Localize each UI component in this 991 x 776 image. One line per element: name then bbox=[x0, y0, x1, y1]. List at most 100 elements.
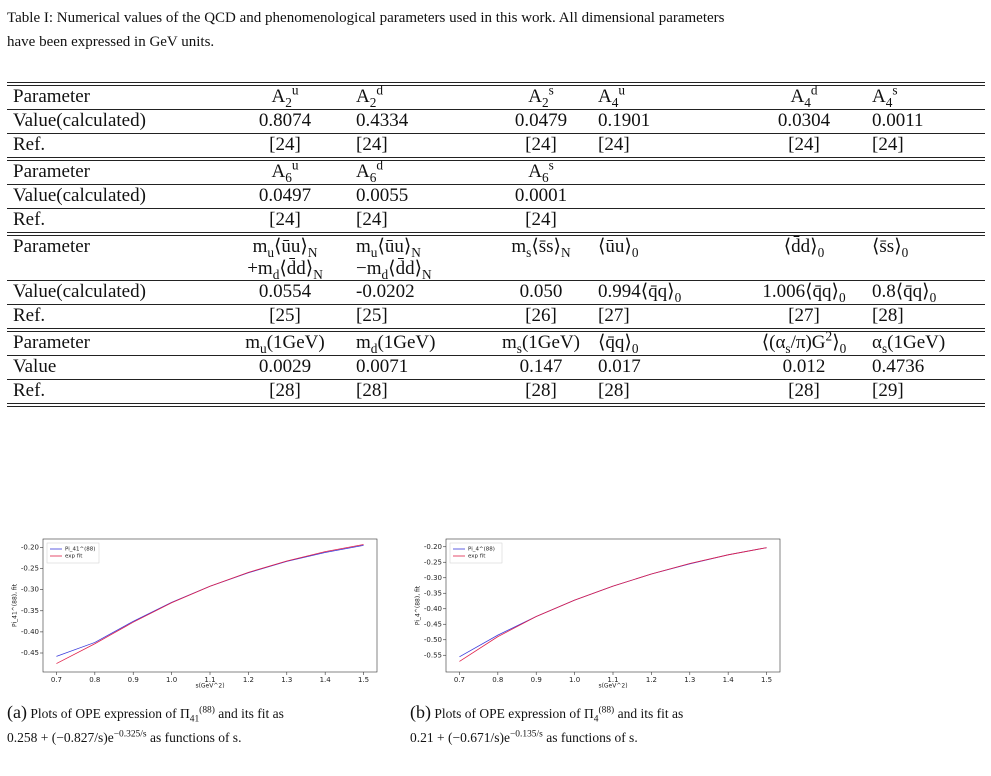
legend-box bbox=[449, 542, 503, 564]
table-cell: ⟨s̄s⟩0 bbox=[866, 232, 985, 281]
legend-box bbox=[46, 542, 100, 564]
table-cell: 0.0479 bbox=[490, 109, 592, 134]
table-cell: A6d bbox=[350, 157, 490, 185]
table-cell: [24] bbox=[220, 208, 350, 234]
table-cell: Parameter bbox=[7, 232, 220, 281]
y-tick-label: -0.40 bbox=[21, 628, 39, 636]
y-tick-label: -0.50 bbox=[424, 636, 442, 644]
table-cell: 0.4334 bbox=[350, 109, 490, 134]
table-cell: [25] bbox=[220, 304, 350, 330]
table-cell: [25] bbox=[350, 304, 490, 330]
y-tick-label: -0.25 bbox=[424, 558, 442, 566]
table-cell: 0.0011 bbox=[866, 109, 985, 134]
y-tick-label: -0.45 bbox=[21, 649, 39, 657]
x-tick-label: 0.9 bbox=[531, 676, 542, 684]
table-cell: Ref. bbox=[7, 379, 220, 407]
series-line bbox=[56, 544, 364, 664]
series-line bbox=[459, 547, 767, 662]
table-cell: Parameter bbox=[7, 82, 220, 110]
table-cell: ⟨d̄d⟩0 bbox=[742, 232, 866, 281]
table-cell: 0.147 bbox=[490, 355, 592, 380]
table-cell: 0.012 bbox=[742, 355, 866, 380]
table-cell: [28] bbox=[742, 379, 866, 407]
table-cell: Value(calculated) bbox=[7, 280, 220, 305]
table-cell: [24] bbox=[866, 133, 985, 159]
table-cell: [24] bbox=[592, 133, 742, 159]
table-cell: 0.8074 bbox=[220, 109, 350, 134]
table-row: Ref. [24] [24] [24] [24] [24] [24] bbox=[7, 133, 985, 159]
plot: -0.20 -0.25 -0.30 -0.35 -0.40 -0.45 -0.50 -0.55… bbox=[415, 538, 781, 690]
table-caption: Table I: Numerical values of the QCD and… bbox=[7, 10, 725, 50]
table-cell: [28] bbox=[490, 379, 592, 407]
table-cell: mu(1GeV) bbox=[220, 328, 350, 356]
legend-label: exp fit bbox=[65, 554, 83, 560]
x-tick-label: 0.8 bbox=[492, 676, 503, 684]
table-cell: [27] bbox=[592, 304, 742, 330]
x-tick-label: 0.9 bbox=[128, 676, 139, 684]
table-row: Parameter A6u A6d A6s bbox=[7, 157, 985, 185]
table-row: Value(calculated) 0.0497 0.0055 0.0001 bbox=[7, 184, 985, 209]
y-tick-label: -0.45 bbox=[424, 620, 442, 628]
table-row: Ref. [25] [25] [26] [27] [27] [28] bbox=[7, 304, 985, 330]
table-cell: 0.0055 bbox=[350, 184, 490, 209]
table-cell: ⟨q̄q⟩0 bbox=[592, 328, 742, 356]
table-row: Value(calculated) 0.0554 -0.0202 0.050 0.994… bbox=[7, 280, 985, 305]
table-cell: mu⟨ūu⟩N +md⟨d̄d⟩N bbox=[220, 232, 350, 281]
x-tick-label: 1.4 bbox=[320, 676, 332, 684]
table-cell bbox=[592, 157, 742, 185]
table-cell: 0.0497 bbox=[220, 184, 350, 209]
parameter-table: Parameter A2u A2d A2s A4u A4d A4s Value(calcula… bbox=[7, 82, 985, 407]
table-cell: A2u bbox=[220, 82, 350, 110]
table-cell: 0.0001 bbox=[490, 184, 592, 209]
table-cell bbox=[742, 157, 866, 185]
table-cell: [29] bbox=[866, 379, 985, 407]
table-cell bbox=[866, 184, 985, 209]
legend-label: Pi_4^(88) bbox=[468, 547, 495, 553]
table-row: Ref. [28] [28] [28] [28] [28] [29] bbox=[7, 379, 985, 407]
x-tick-label: 1.1 bbox=[204, 676, 215, 684]
table-cell: 1.006⟨q̄q⟩0 bbox=[742, 280, 866, 305]
table-cell: 0.0071 bbox=[350, 355, 490, 380]
table-row: Parameter A2u A2d A2s A4u A4d A4s bbox=[7, 82, 985, 110]
table-cell: A4d bbox=[742, 82, 866, 110]
figure-a: -0.20 -0.25 -0.30 -0.35 -0.40 -0.45 0.7 0.8 0.9 1… bbox=[7, 533, 383, 694]
table-cell: [24] bbox=[220, 133, 350, 159]
table-cell: [24] bbox=[742, 133, 866, 159]
table-cell: Parameter bbox=[7, 328, 220, 356]
x-axis-label: s(GeV^2) bbox=[598, 683, 627, 690]
table-cell: 0.4736 bbox=[866, 355, 985, 380]
table-cell bbox=[742, 184, 866, 209]
table-cell: 0.994⟨q̄q⟩0 bbox=[592, 280, 742, 305]
table-cell: Value(calculated) bbox=[7, 109, 220, 134]
x-tick-label: 1.3 bbox=[684, 676, 695, 684]
table-cell: [24] bbox=[350, 208, 490, 234]
table-cell: A6u bbox=[220, 157, 350, 185]
table-cell: 0.8⟨q̄q⟩0 bbox=[866, 280, 985, 305]
y-axis-label: Pi_41^(88), fit bbox=[12, 583, 19, 627]
table-cell: A4u bbox=[592, 82, 742, 110]
plot: -0.20 -0.25 -0.30 -0.35 -0.40 -0.45 0.7 0.8 0.9 1… bbox=[12, 538, 378, 690]
table-cell: A6s bbox=[490, 157, 592, 185]
table-cell: ms(1GeV) bbox=[490, 328, 592, 356]
table-cell: αs(1GeV) bbox=[866, 328, 985, 356]
y-tick-label: -0.20 bbox=[424, 543, 442, 551]
y-tick-label: -0.40 bbox=[424, 605, 442, 613]
table-cell: [24] bbox=[350, 133, 490, 159]
x-tick-label: 0.8 bbox=[89, 676, 100, 684]
x-tick-label: 1.2 bbox=[243, 676, 254, 684]
x-tick-label: 1.4 bbox=[723, 676, 735, 684]
table-cell: ⟨(αs/π)G2⟩0 bbox=[742, 328, 866, 356]
table-cell: Parameter bbox=[7, 157, 220, 185]
legend-label: exp fit bbox=[468, 554, 486, 560]
figure-caption: (b) Plots of OPE expression of Π4(88) an… bbox=[410, 702, 684, 745]
table-cell: [28] bbox=[866, 304, 985, 330]
table-cell: Ref. bbox=[7, 133, 220, 159]
table-row: Value 0.0029 0.0071 0.147 0.017 0.012 0.4736 bbox=[7, 355, 985, 380]
table-cell: ms⟨s̄s⟩N bbox=[490, 232, 592, 281]
table-cell bbox=[866, 157, 985, 185]
table-cell: A2d bbox=[350, 82, 490, 110]
y-tick-label: -0.55 bbox=[424, 651, 442, 659]
table-cell: [28] bbox=[350, 379, 490, 407]
y-tick-label: -0.20 bbox=[21, 543, 39, 551]
